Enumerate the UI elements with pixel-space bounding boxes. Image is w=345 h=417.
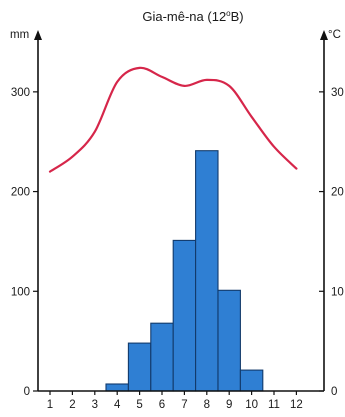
right-axis-arrow xyxy=(320,30,328,40)
month-label: 5 xyxy=(136,399,142,411)
left-tick-label: 300 xyxy=(11,87,30,99)
right-tick-label: 20 xyxy=(331,187,344,199)
month-label: 12 xyxy=(290,399,303,411)
precip-bar-6 xyxy=(150,322,174,392)
month-label: 4 xyxy=(114,399,121,411)
right-tick-label: 0 xyxy=(331,386,337,398)
month-label: 10 xyxy=(245,399,258,411)
precip-bar-9 xyxy=(217,289,241,392)
month-label: 9 xyxy=(226,399,232,411)
left-tick-label: 0 xyxy=(24,386,30,398)
left-tick-label: 100 xyxy=(11,286,30,298)
month-label: 2 xyxy=(69,399,75,411)
month-label: 6 xyxy=(159,399,165,411)
axes xyxy=(33,30,328,395)
right-tick-label: 30 xyxy=(331,87,344,99)
chart-title: Gia-mê-na (12oB) xyxy=(142,9,243,24)
month-label: 7 xyxy=(181,399,187,411)
month-label: 1 xyxy=(47,399,53,411)
precip-bar-4 xyxy=(105,383,129,392)
right-axis-unit: °C xyxy=(328,29,341,41)
month-label: 3 xyxy=(92,399,98,411)
precip-bar-10 xyxy=(239,369,264,392)
left-axis-arrow xyxy=(34,30,42,40)
precip-bar-8 xyxy=(195,150,219,392)
precip-bar-5 xyxy=(127,342,152,392)
temperature-line xyxy=(48,66,298,173)
month-label: 11 xyxy=(268,399,280,411)
right-tick-label: 10 xyxy=(331,286,344,298)
precip-bar-7 xyxy=(172,239,197,392)
precipitation-bars xyxy=(105,150,264,392)
left-axis-unit: mm xyxy=(10,29,29,41)
month-label: 8 xyxy=(204,399,210,411)
left-tick-label: 200 xyxy=(11,187,30,199)
